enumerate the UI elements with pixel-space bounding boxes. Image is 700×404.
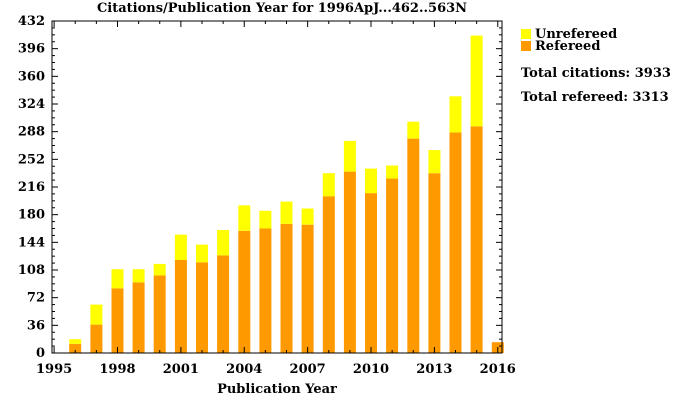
y-tick-label: 216 [18,180,45,195]
x-axis-label: Publication Year [217,382,337,397]
bar-refereed-2015 [470,126,483,353]
bar-unrefereed-2003 [217,230,230,256]
bar-unrefereed-1996 [69,339,82,344]
y-tick-label: 72 [27,291,45,306]
legend-swatch-refereed [521,41,531,51]
bar-unrefereed-2002 [196,244,208,263]
bar-unrefereed-2001 [174,234,187,260]
bar-refereed-2003 [217,255,230,353]
y-tick-label: 288 [18,125,45,140]
bar-refereed-2005 [259,228,272,353]
x-tick-label: 1995 [36,362,72,377]
bar-refereed-2013 [428,173,441,353]
bars-layer [69,35,504,353]
bar-refereed-2011 [386,178,399,353]
bar-unrefereed-2007 [301,208,314,225]
bar-unrefereed-2008 [322,173,335,197]
y-tick-label: 360 [18,69,45,84]
bar-refereed-2012 [407,138,420,353]
chart-title: Citations/Publication Year for 1996ApJ..… [97,1,467,16]
legend-swatch-unrefereed [521,29,531,39]
bar-unrefereed-2006 [280,201,293,224]
y-tick-label: 144 [18,235,45,250]
y-tick-label: 252 [18,152,45,167]
bar-unrefereed-1999 [132,269,145,283]
bar-refereed-2004 [238,230,251,353]
bar-unrefereed-2005 [259,210,272,229]
bar-refereed-2010 [365,193,377,353]
bar-refereed-2000 [153,275,166,353]
bar-unrefereed-2009 [343,140,356,172]
bar-refereed-2008 [322,196,335,353]
y-tick-label: 432 [18,14,45,29]
bar-unrefereed-2013 [428,150,441,174]
y-tick-label: 324 [18,97,45,112]
y-tick-label: 36 [27,318,45,333]
summary-stat: Total refereed: 3313 [521,90,669,105]
bar-refereed-1998 [111,288,124,353]
y-tick-label: 396 [18,42,45,57]
legend-label-refereed: Refereed [535,39,600,54]
x-tick-label: 2004 [226,362,262,377]
y-tick-label: 0 [36,346,45,361]
x-tick-label: 2016 [480,362,516,377]
bar-refereed-2007 [301,224,314,353]
x-tick-label: 2013 [416,362,452,377]
bar-refereed-2006 [280,223,293,353]
x-tick-label: 2007 [290,362,326,377]
x-tick-label: 2001 [163,362,199,377]
bar-unrefereed-1997 [90,304,103,325]
bar-unrefereed-1998 [111,269,124,289]
legend-label-unrefereed: Unrefereed [535,27,617,42]
x-tick-label: 1998 [99,362,135,377]
bar-unrefereed-2000 [153,263,166,276]
bar-refereed-2002 [196,262,208,353]
bar-refereed-1997 [90,324,103,353]
bar-unrefereed-2012 [407,121,420,139]
bar-unrefereed-2004 [238,205,251,231]
bar-unrefereed-2010 [365,168,377,194]
bar-refereed-1996 [69,343,82,353]
axes-layer: 0 36 72 108 144 180 216 252 288 324 360 396 432 1995 1… [18,14,516,377]
bar-unrefereed-2011 [386,165,399,179]
summary-stat: Total citations: 3933 [521,66,671,81]
bar-refereed-2014 [449,132,462,353]
bar-unrefereed-2014 [449,96,462,133]
y-tick-label: 108 [18,263,45,278]
bar-refereed-1999 [132,282,145,353]
y-tick-label: 180 [18,208,45,223]
bar-refereed-2009 [343,171,356,353]
bar-refereed-2001 [174,260,187,353]
bar-unrefereed-2015 [470,35,483,127]
x-tick-label: 2010 [353,362,389,377]
summary-stats: Total citations: 3933 Total refereed: 331… [521,66,671,105]
